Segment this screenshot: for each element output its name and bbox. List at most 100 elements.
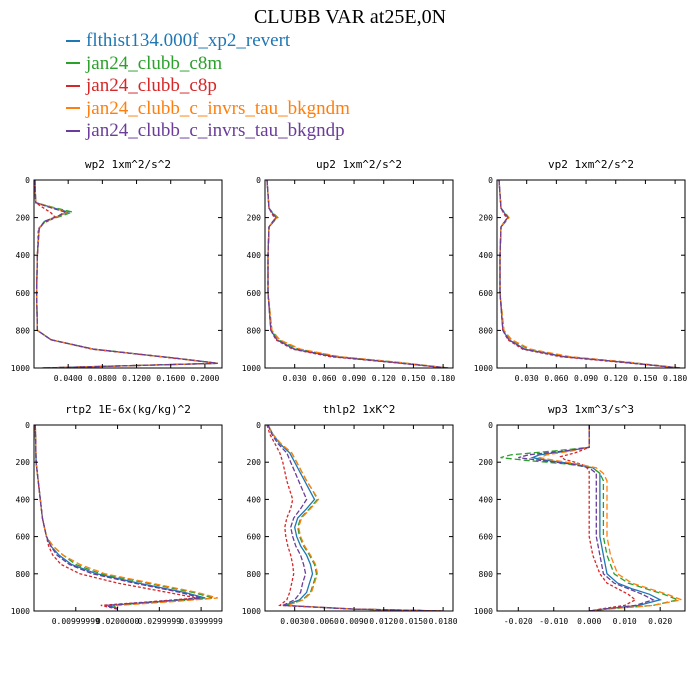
y-tick-label: 0 <box>25 176 30 185</box>
x-tick-label: -0.020 <box>504 617 533 626</box>
series-line <box>34 180 218 368</box>
chart-title: up2 1xm^2/s^2 <box>316 158 402 171</box>
x-tick-label: 0.2000 <box>190 374 219 383</box>
page-title: CLUBB VAR at25E,0N <box>253 6 447 28</box>
x-tick-label: 0.180 <box>663 374 687 383</box>
x-tick-label: 0.030 <box>283 374 307 383</box>
series-line <box>34 425 202 610</box>
y-tick-label: 400 <box>247 495 262 504</box>
x-tick-label: 0.0399999 <box>179 617 223 626</box>
legend-item: flthist134.000f_xp2_revert <box>66 30 350 53</box>
y-tick-label: 200 <box>479 214 494 223</box>
legend-swatch <box>66 62 80 65</box>
x-tick-label: 0.010 <box>613 617 637 626</box>
y-tick-label: 600 <box>479 533 494 542</box>
series-line <box>267 425 444 611</box>
y-tick-label: 800 <box>479 570 494 579</box>
chart-panel: thlp2 1xK^2 0 200 400 600 800 1000 0.0030 0.0060… <box>242 403 458 626</box>
series-line <box>267 425 444 611</box>
legend-swatch <box>66 107 80 110</box>
y-tick-label: 400 <box>16 251 31 260</box>
x-tick-label: 0.0150 <box>399 617 428 626</box>
y-tick-label: 400 <box>16 495 31 504</box>
legend-swatch <box>66 39 80 42</box>
y-tick-label: 200 <box>16 214 31 223</box>
y-tick-label: 600 <box>16 533 31 542</box>
x-tick-label: 0.0180 <box>429 617 458 626</box>
plot-frame <box>33 424 223 612</box>
series-line <box>34 180 218 368</box>
legend-swatch <box>66 129 80 132</box>
x-tick-label: 0.1600 <box>156 374 185 383</box>
series-line <box>498 180 681 368</box>
x-tick-label: 0.120 <box>604 374 628 383</box>
x-tick-label: 0.0400 <box>54 374 83 383</box>
series-line <box>498 180 681 368</box>
series-line <box>266 180 449 368</box>
series-line <box>34 425 218 610</box>
series-line <box>34 425 206 610</box>
chart-panel: vp2 1xm^2/s^2 0 200 400 600 800 1000 0.030 0.060… <box>474 158 688 383</box>
y-tick-label: 1000 <box>242 364 261 373</box>
series-line <box>498 180 681 368</box>
x-tick-label: 0.00999999 <box>52 617 100 626</box>
y-tick-label: 0 <box>488 176 493 185</box>
series-line <box>34 180 218 368</box>
chart-title: rtp2 1E-6x(kg/kg)^2 <box>65 403 191 416</box>
y-tick-label: 800 <box>247 570 262 579</box>
x-tick-label: 0.120 <box>372 374 396 383</box>
y-tick-label: 200 <box>247 214 262 223</box>
plot-frame <box>264 424 454 612</box>
x-tick-label: 0.0030 <box>280 617 309 626</box>
series-line <box>530 425 663 611</box>
x-tick-label: 0.060 <box>312 374 336 383</box>
x-tick-label: 0.0090 <box>340 617 369 626</box>
x-tick-label: 0.150 <box>633 374 657 383</box>
series-line <box>34 425 198 610</box>
chart-title: wp2 1xm^2/s^2 <box>85 158 171 171</box>
series-line <box>498 180 681 368</box>
x-tick-label: 0.1200 <box>122 374 151 383</box>
series-line <box>537 425 684 611</box>
y-tick-label: 1000 <box>242 607 261 616</box>
y-tick-label: 600 <box>479 289 494 298</box>
series-line <box>559 425 637 611</box>
legend-item: jan24_clubb_c_invrs_tau_bkgndm <box>66 98 350 121</box>
x-tick-label: 0.0299999 <box>138 617 182 626</box>
chart-title: thlp2 1xK^2 <box>323 403 396 416</box>
x-tick-label: 0.020 <box>648 617 672 626</box>
series-line <box>34 180 217 368</box>
series-line <box>500 425 681 611</box>
series-line <box>498 180 681 368</box>
y-tick-label: 800 <box>479 326 494 335</box>
y-tick-label: 200 <box>16 458 31 467</box>
legend-item: jan24_clubb_c8p <box>66 75 350 98</box>
plot-frame <box>496 179 686 369</box>
legend-item: jan24_clubb_c_invrs_tau_bkgndp <box>66 120 350 143</box>
y-tick-label: 600 <box>16 289 31 298</box>
chart-panel: rtp2 1E-6x(kg/kg)^2 0 200 400 600 800 1000 0.00… <box>11 403 223 626</box>
x-tick-label: 0.0120 <box>369 617 398 626</box>
x-tick-label: 0.0800 <box>88 374 117 383</box>
plot-frame <box>264 179 454 369</box>
series-line <box>266 180 449 368</box>
chart-panel: up2 1xm^2/s^2 0 200 400 600 800 1000 0.030 0.060… <box>242 158 456 383</box>
chart-title: vp2 1xm^2/s^2 <box>548 158 634 171</box>
chart-panel: wp2 1xm^2/s^2 0 200 400 600 800 1000 0.0400 0.08… <box>11 158 223 383</box>
series-line <box>266 425 444 611</box>
y-tick-label: 600 <box>247 289 262 298</box>
y-tick-label: 0 <box>256 421 261 430</box>
y-tick-label: 1000 <box>474 607 493 616</box>
x-tick-label: 0.030 <box>515 374 539 383</box>
y-tick-label: 400 <box>479 251 494 260</box>
x-tick-label: 0.180 <box>431 374 455 383</box>
x-tick-label: 0.0200000 <box>96 617 140 626</box>
y-tick-label: 800 <box>16 326 31 335</box>
legend-label: flthist134.000f_xp2_revert <box>86 30 291 51</box>
plot-frame <box>496 424 686 612</box>
y-tick-label: 0 <box>25 421 30 430</box>
series-line <box>34 180 218 368</box>
series-line <box>518 425 655 611</box>
y-tick-label: 0 <box>488 421 493 430</box>
